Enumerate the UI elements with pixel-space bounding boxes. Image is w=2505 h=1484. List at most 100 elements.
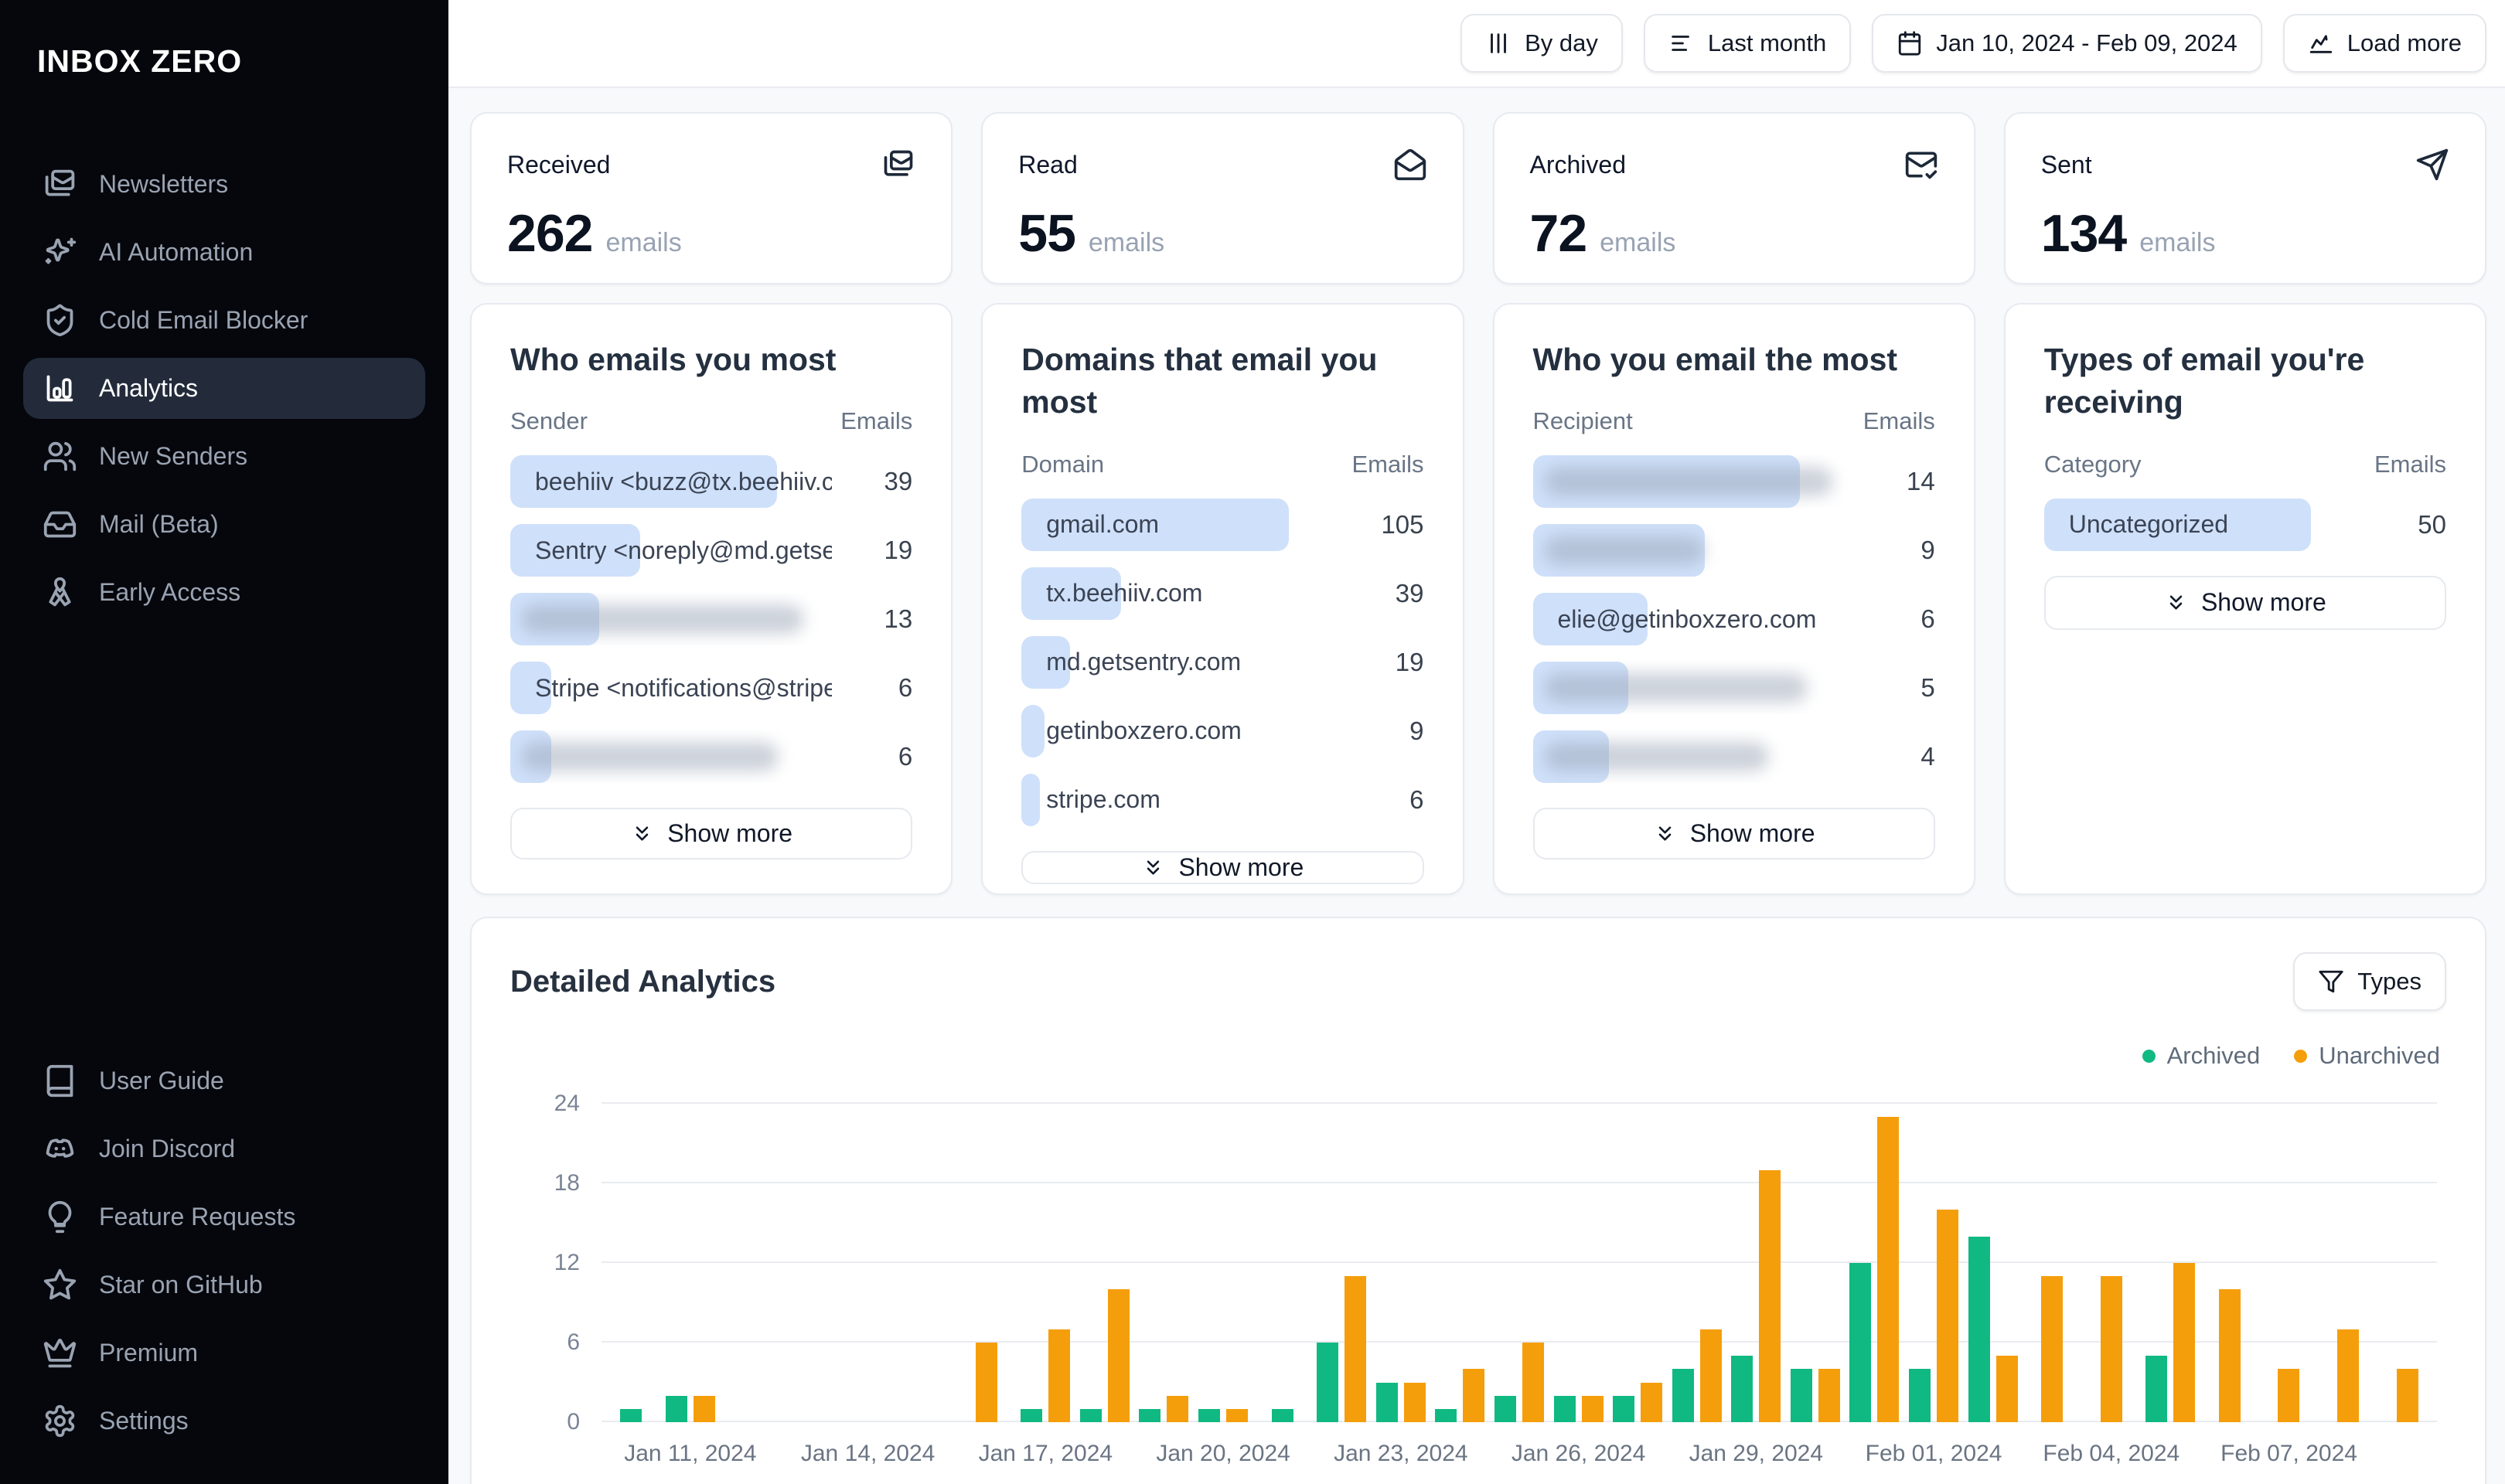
list-item-label: getinboxzero.com (1046, 716, 1242, 745)
list-item-value: 19 (884, 536, 913, 565)
legend-label: Unarchived (2319, 1042, 2440, 1069)
columns-icon (1485, 30, 1512, 56)
mails-icon (881, 148, 915, 182)
x-axis-tick-label: Feb 01, 2024 (1865, 1441, 2002, 1466)
last-month-button[interactable]: Last month (1643, 14, 1852, 73)
sidebar-item-new-senders[interactable]: New Senders (23, 426, 425, 487)
gridline (602, 1341, 2437, 1343)
list-item: md.getsentry.com 19 (1021, 635, 1424, 689)
sidebar-item-label: Mail (Beta) (99, 510, 219, 538)
list-rows: beehiiv <buzz@tx.beehiiv.com> 39 Sentry <n… (510, 455, 913, 784)
load-more-button[interactable]: Load more (2282, 14, 2486, 73)
day-group (1904, 1210, 1964, 1422)
day-group (602, 1408, 661, 1422)
list-item-label: md.getsentry.com (1046, 648, 1242, 676)
day-group (2141, 1263, 2200, 1422)
stat-label: Archived (1529, 150, 1627, 179)
stat-card-read: Read 55 emails (981, 112, 1464, 284)
bar-unarchived (1818, 1369, 1840, 1422)
sidebar-item-settings[interactable]: Settings (23, 1390, 425, 1452)
inbox-icon (43, 507, 77, 542)
bar-unarchived (2396, 1369, 2418, 1422)
day-group (1608, 1382, 1668, 1422)
list-item-bar-area (1532, 662, 1855, 715)
day-group (1963, 1236, 2023, 1422)
chart-legend: Archived Unarchived (510, 1042, 2440, 1070)
show-more-button[interactable]: Show more (1021, 850, 1424, 884)
day-group (1016, 1329, 1075, 1422)
list-item: gmail.com 105 (1021, 498, 1424, 551)
date-range-button[interactable]: Jan 10, 2024 - Feb 09, 2024 (1872, 14, 2262, 73)
list-item-value: 6 (1920, 604, 1935, 634)
sidebar-item-analytics[interactable]: Analytics (23, 358, 425, 419)
list-item-bar-area: md.getsentry.com (1021, 635, 1343, 689)
types-label: Types (2357, 968, 2422, 995)
show-more-button[interactable]: Show more (510, 808, 913, 859)
list-item-label: Uncategorized (2068, 510, 2229, 539)
day-group (1252, 1408, 1312, 1422)
discord-icon (43, 1132, 77, 1166)
sidebar-item-early-access[interactable]: Early Access (23, 562, 425, 623)
list-item-bar-area: tx.beehiiv.com (1021, 567, 1343, 620)
stat-label: Read (1018, 150, 1078, 179)
gridline (602, 1102, 2437, 1104)
list-item-value: 39 (884, 467, 913, 496)
chart-line-icon (2308, 30, 2334, 56)
list-item-label: elie@getinboxzero.com (1557, 604, 1817, 633)
value-bar (510, 455, 778, 509)
day-group (2259, 1369, 2319, 1422)
sidebar-item-cold-email-blocker[interactable]: Cold Email Blocker (23, 290, 425, 351)
sidebar-item-user-guide[interactable]: User Guide (23, 1050, 425, 1111)
list-item: 9 (1532, 524, 1935, 577)
bar-unarchived (1995, 1356, 2018, 1422)
by-day-button[interactable]: By day (1460, 14, 1623, 73)
sidebar-item-ai-automation[interactable]: AI Automation (23, 222, 425, 283)
list-card: Domains that email you most Domain Emails g… (981, 303, 1464, 895)
bar-unarchived (1463, 1369, 1485, 1422)
sidebar-item-label: Cold Email Blocker (99, 306, 308, 334)
show-more-button[interactable]: Show more (2043, 575, 2446, 630)
list-item-label: Sentry <noreply@md.getsentry.... (535, 536, 833, 564)
list-item-label: tx.beehiiv.com (1046, 579, 1203, 608)
sidebar-item-mail-beta[interactable]: Mail (Beta) (23, 494, 425, 555)
bar-unarchived (1226, 1408, 1249, 1422)
list-item-value: 9 (1409, 716, 1424, 745)
list-item: Sentry <noreply@md.getsentry.... 19 (510, 524, 912, 577)
bar-unarchived (2218, 1289, 2241, 1422)
bar-archived (1435, 1408, 1457, 1422)
bar-archived (1553, 1395, 1576, 1422)
x-axis-tick-label: Feb 04, 2024 (2043, 1441, 2180, 1466)
day-group (2200, 1289, 2260, 1422)
sidebar-item-newsletters[interactable]: Newsletters (23, 154, 425, 215)
list-item-value: 105 (1381, 509, 1424, 539)
show-more-label: Show more (1689, 819, 1815, 848)
column-header-right: Emails (840, 407, 913, 435)
value-bar (1021, 773, 1041, 826)
bar-unarchived (1877, 1117, 1900, 1422)
stat-card-archived: Archived 72 emails (1492, 112, 1975, 284)
sidebar-item-feature-requests[interactable]: Feature Requests (23, 1186, 425, 1247)
stat-card-header: Read (1018, 148, 1426, 182)
show-more-button[interactable]: Show more (1532, 808, 1935, 859)
sparkles-icon (43, 235, 77, 270)
list-item: getinboxzero.com 9 (1021, 704, 1424, 757)
day-group (1667, 1329, 1726, 1422)
list-card-title: Who you email the most (1532, 342, 1898, 377)
list-item: tx.beehiiv.com 39 (1021, 567, 1424, 620)
detailed-analytics-card: Detailed Analytics Types Archived Unarchi… (470, 917, 2486, 1484)
list-column-headers: Recipient Emails (1533, 407, 1935, 435)
stat-value: 134 (2040, 204, 2127, 263)
sidebar-item-premium[interactable]: Premium (23, 1322, 425, 1384)
types-button[interactable]: Types (2293, 952, 2446, 1011)
bar-unarchived (1581, 1395, 1604, 1422)
bar-archived (1271, 1408, 1293, 1422)
list-item-bar-area (1532, 730, 1855, 784)
sidebar-item-join-discord[interactable]: Join Discord (23, 1118, 425, 1179)
sidebar-item-star-on-github[interactable]: Star on GitHub (23, 1254, 425, 1316)
column-header-left: Domain (1021, 450, 1105, 478)
star-icon (43, 1268, 77, 1302)
legend-item-archived: Archived (2142, 1042, 2260, 1070)
bar-unarchived (1167, 1395, 1189, 1422)
sidebar-footer-nav: User Guide Join Discord Feature Requests St… (23, 1050, 425, 1452)
bar-unarchived (1403, 1382, 1426, 1422)
